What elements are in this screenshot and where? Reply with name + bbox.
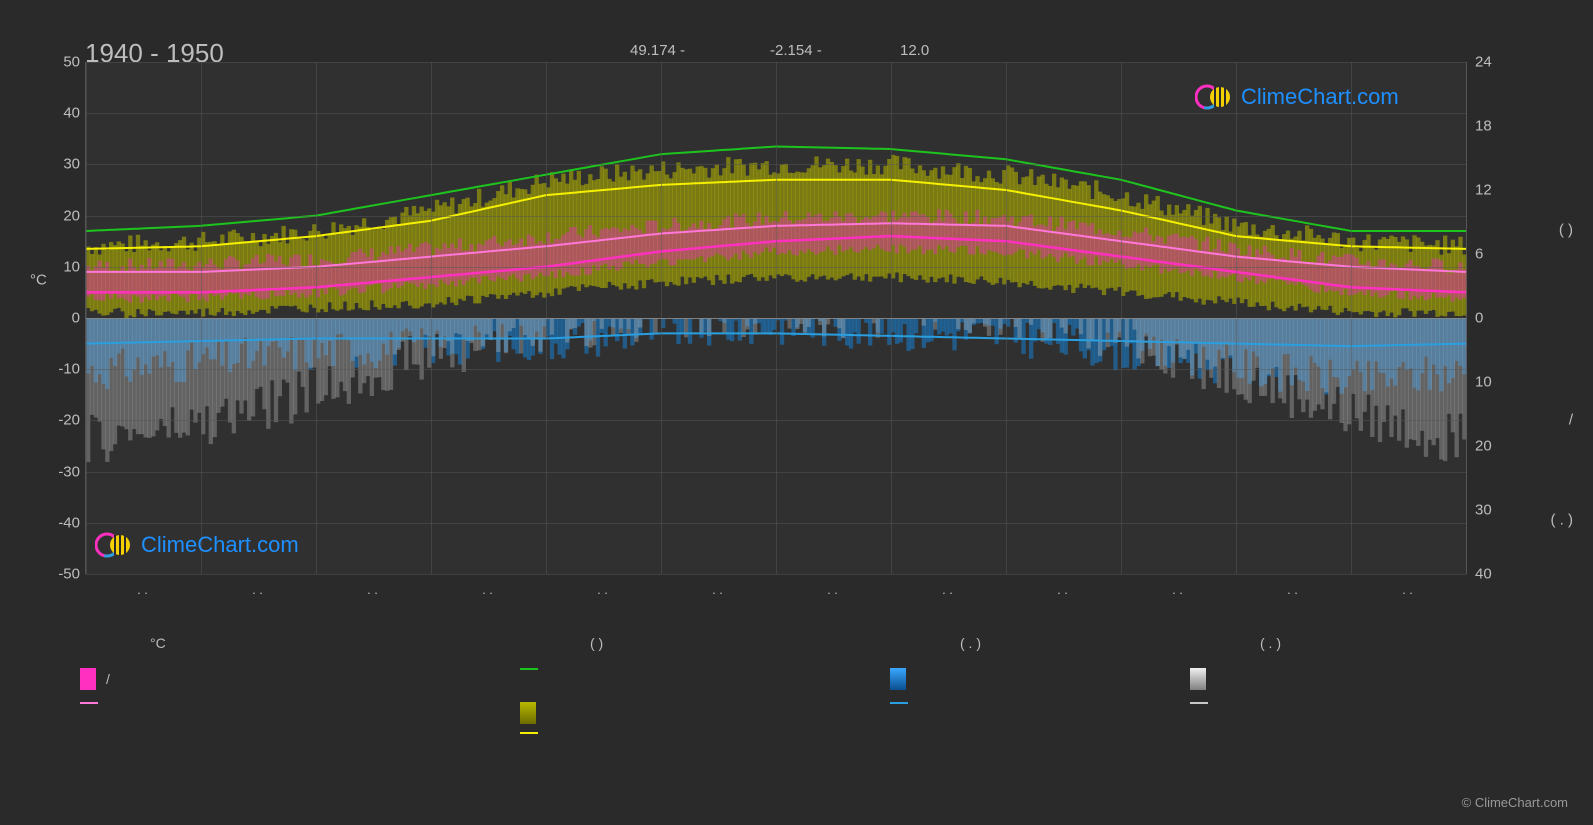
legend-item: [520, 668, 548, 670]
right-tick-bottom: 30: [1475, 502, 1535, 519]
legend-swatch: [80, 668, 96, 690]
month-tick: . .: [1033, 582, 1093, 597]
legend-swatch: [890, 702, 908, 704]
brand-text: ClimeChart.com: [141, 532, 299, 558]
month-tick: . .: [343, 582, 403, 597]
logo-icon: [95, 530, 133, 560]
legend-item: [80, 702, 108, 704]
logo-icon: [1195, 82, 1233, 112]
month-tick: . .: [573, 582, 633, 597]
plot-area: [85, 62, 1467, 574]
header-lat: 49.174 -: [630, 42, 685, 59]
left-tick: 0: [20, 310, 80, 327]
right-tick-bottom: 40: [1475, 566, 1535, 583]
header-lon: -2.154 -: [770, 42, 822, 59]
legend-item: [520, 732, 548, 734]
month-tick: . .: [688, 582, 748, 597]
left-tick: -20: [20, 412, 80, 429]
month-tick: . .: [1263, 582, 1323, 597]
legend-swatch: [1190, 702, 1208, 704]
month-tick: . .: [1378, 582, 1438, 597]
left-tick: 30: [20, 156, 80, 173]
right-tick-top: 0: [1475, 310, 1535, 327]
right-tick-top: 24: [1475, 54, 1535, 71]
left-tick: -40: [20, 514, 80, 531]
left-tick: -50: [20, 566, 80, 583]
legend-item: [890, 702, 918, 704]
legend-label: /: [106, 671, 110, 687]
month-tick: . .: [458, 582, 518, 597]
right-axis-unit-top: ( ): [1559, 222, 1573, 239]
month-tick: . .: [918, 582, 978, 597]
left-tick: 40: [20, 105, 80, 122]
brand-logo-top: ClimeChart.com: [1195, 82, 1399, 112]
right-tick-top: 6: [1475, 246, 1535, 263]
left-tick: -10: [20, 361, 80, 378]
brand-logo-bottom: ClimeChart.com: [95, 530, 299, 560]
legend-swatch: [520, 702, 536, 724]
right-axis-unit-bottom: ( . ): [1551, 512, 1574, 529]
right-tick-bottom: 10: [1475, 374, 1535, 391]
climate-chart-root: 1940 - 1950 49.174 - -2.154 - 12.0 °C ( …: [0, 0, 1593, 825]
right-axis-unit-mid: /: [1569, 412, 1573, 429]
right-tick-top: 18: [1475, 118, 1535, 135]
month-tick: . .: [803, 582, 863, 597]
month-tick: . .: [228, 582, 288, 597]
month-tick: . .: [113, 582, 173, 597]
legend-item: [520, 702, 546, 724]
legend-swatch: [80, 702, 98, 704]
legend-header: ( . ): [1260, 635, 1281, 651]
legend-item: [890, 668, 916, 690]
left-tick: 10: [20, 258, 80, 275]
legend-swatch: [1190, 668, 1206, 690]
left-tick: 20: [20, 207, 80, 224]
left-tick: 50: [20, 54, 80, 71]
copyright: © ClimeChart.com: [1462, 795, 1568, 810]
legend-item: [1190, 702, 1218, 704]
legend-swatch: [520, 732, 538, 734]
month-tick: . .: [1148, 582, 1208, 597]
right-tick-top: 12: [1475, 182, 1535, 199]
legend-header: ( ): [590, 635, 603, 651]
left-tick: -30: [20, 463, 80, 480]
brand-text: ClimeChart.com: [1241, 84, 1399, 110]
legend-header: °C: [150, 635, 166, 651]
header-val: 12.0: [900, 42, 929, 59]
legend-item: [1190, 668, 1216, 690]
legend-swatch: [890, 668, 906, 690]
legend-swatch: [520, 668, 538, 670]
right-tick-bottom: 20: [1475, 438, 1535, 455]
legend-item: /: [80, 668, 110, 690]
legend-header: ( . ): [960, 635, 981, 651]
